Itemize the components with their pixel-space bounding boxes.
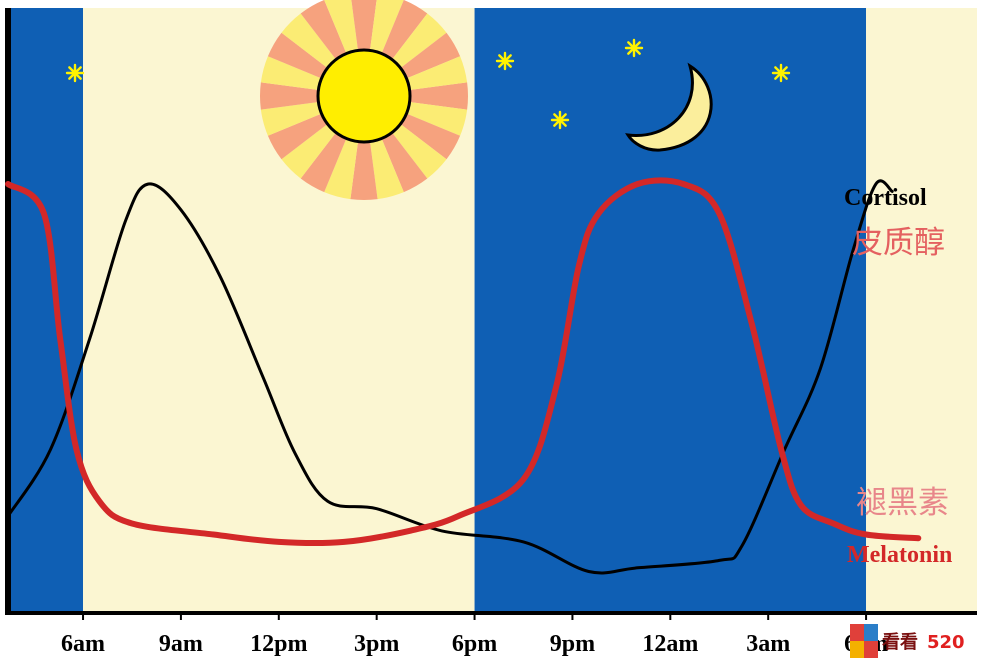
star-icon — [771, 63, 791, 83]
watermark: 看看 520 — [850, 624, 965, 658]
band-night — [474, 8, 867, 613]
star-spoke — [627, 41, 641, 55]
decorations — [65, 0, 791, 200]
sun-ray — [260, 82, 364, 110]
sun-ray — [364, 82, 469, 110]
x-tick-label: 9am — [159, 631, 203, 657]
sun-ray — [350, 96, 378, 200]
sun-ray — [351, 0, 377, 96]
band-night — [8, 8, 84, 613]
series-label-melatonin-cn: 褪黑素 — [856, 485, 949, 521]
moon-icon — [625, 62, 713, 152]
x-tick-label: 3am — [746, 631, 790, 657]
star-spoke — [68, 66, 82, 80]
star-icon — [550, 110, 570, 130]
series-label-melatonin: Melatonin — [847, 542, 952, 568]
x-tick-label: 6pm — [452, 631, 497, 657]
star-icon — [624, 38, 644, 58]
watermark-text: 看看 — [881, 631, 918, 653]
watermark-logo-part — [850, 641, 864, 658]
sun-disc — [316, 48, 412, 144]
star-spoke — [774, 66, 788, 80]
band-day — [866, 8, 977, 613]
watermark-number: 520 — [927, 632, 965, 653]
series-label-cortisol-cn: 皮质醇 — [852, 225, 945, 261]
star-spoke — [553, 113, 567, 127]
series-lines — [5, 177, 922, 575]
series-line-melatonin — [5, 177, 922, 547]
x-tick-label: 3pm — [354, 631, 399, 657]
sun-icon — [260, 0, 469, 200]
x-ticks: 6am9am12pm3pm6pm9pm12am3am6am — [61, 613, 888, 657]
x-tick-label: 12am — [642, 631, 698, 657]
star-spoke — [498, 54, 512, 68]
x-tick-label: 12pm — [250, 631, 307, 657]
star-icon — [495, 51, 515, 71]
x-tick-label: 6am — [61, 631, 105, 657]
plot-axes — [5, 8, 977, 615]
watermark-logo-part — [864, 624, 878, 641]
star-icon — [65, 63, 85, 83]
x-tick-label: 9pm — [550, 631, 595, 657]
series-label-cortisol: Cortisol — [844, 185, 927, 211]
series-line-cortisol — [6, 179, 894, 575]
